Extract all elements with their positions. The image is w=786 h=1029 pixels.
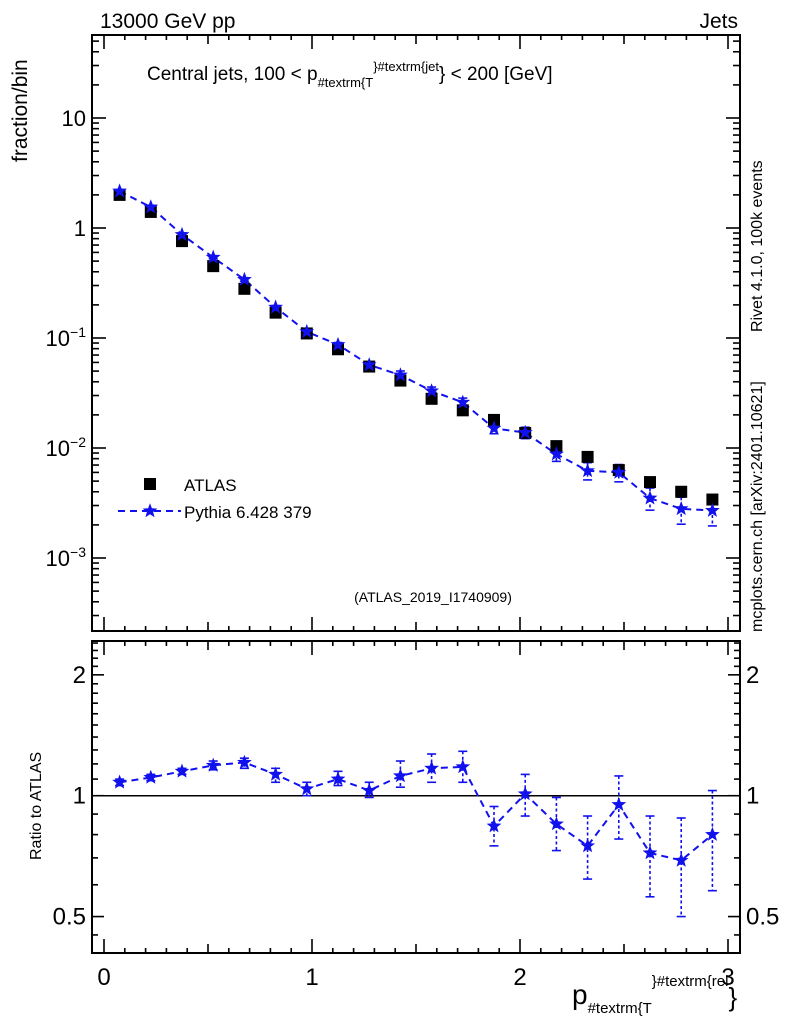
pythia-point-ratio bbox=[330, 771, 346, 786]
main-panel-frame bbox=[91, 34, 741, 632]
atlas-point bbox=[456, 404, 469, 417]
y-tick-label-main: 10−3 bbox=[46, 544, 87, 571]
axis-ticks bbox=[92, 35, 740, 953]
pythia-point-ratio bbox=[455, 759, 471, 774]
pythia-point-main bbox=[174, 226, 190, 241]
y-tick-label-ratio: 1 bbox=[73, 783, 86, 810]
atlas-point bbox=[488, 413, 500, 426]
pythia-point-main bbox=[673, 501, 689, 516]
y-tick-label-main: 1 bbox=[74, 216, 86, 241]
pythia-point-main bbox=[143, 199, 159, 214]
y-tick-label-main: 10−2 bbox=[46, 434, 87, 461]
pythia-point-ratio bbox=[642, 845, 658, 860]
rivet-version-note: Rivet 4.1.0, 100k events bbox=[749, 160, 766, 332]
pythia-point-ratio bbox=[112, 774, 127, 789]
pythia-point-ratio bbox=[424, 760, 439, 775]
pythia-point-ratio bbox=[393, 768, 408, 783]
axis-tick-labels: 0 1 2 3 10 1 10−1 10−2 10−3 0.5 0.5 1 1 2 2 bbox=[46, 106, 780, 991]
x-axis-title: p#textrm{T}#textrm{rel} bbox=[572, 973, 737, 1017]
pythia-point-main bbox=[549, 446, 564, 461]
y-tick-label-ratio: 2 bbox=[73, 662, 86, 689]
pythia-point-ratio bbox=[549, 816, 564, 831]
y-tick-label-main: 10−1 bbox=[46, 324, 87, 351]
pythia-point-ratio bbox=[611, 796, 627, 811]
pythia-point-main bbox=[205, 249, 221, 264]
pythia-point-main bbox=[611, 464, 627, 479]
pythia-point-main bbox=[237, 271, 252, 286]
panel-frames bbox=[91, 34, 741, 954]
pythia-point-ratio bbox=[517, 786, 533, 801]
legend-pythia-label: Pythia 6.428 379 bbox=[184, 503, 312, 522]
y-tick-label-ratio: 0.5 bbox=[746, 904, 779, 931]
atlas-point bbox=[644, 476, 656, 489]
atlas-point bbox=[550, 440, 563, 453]
pythia-point-ratio bbox=[299, 781, 315, 796]
pythia-point-main bbox=[361, 357, 377, 372]
pythia-point-main bbox=[705, 502, 720, 517]
analysis-group-label: Jets bbox=[699, 10, 738, 33]
pythia-point-ratio bbox=[705, 826, 720, 841]
pythia-point-ratio bbox=[580, 838, 595, 853]
legend-pythia-marker bbox=[142, 503, 158, 518]
pythia-point-ratio bbox=[673, 852, 689, 867]
pythia-point-ratio bbox=[486, 818, 502, 833]
pythia-point-main bbox=[393, 367, 408, 382]
atlas-point bbox=[207, 260, 220, 273]
pythia-point-main bbox=[486, 420, 502, 435]
pythia-point-main bbox=[455, 394, 471, 409]
atlas-point bbox=[425, 392, 438, 405]
x-tick-label: 3 bbox=[721, 964, 734, 991]
pythia-point-main bbox=[424, 383, 439, 398]
pythia-line-main bbox=[119, 190, 713, 512]
legend-atlas-label: ATLAS bbox=[184, 476, 237, 495]
y-tick-label-ratio: 0.5 bbox=[53, 904, 86, 931]
atlas-point bbox=[706, 493, 719, 506]
y-tick-label-main: 10 bbox=[62, 106, 86, 131]
ratio-panel-frame bbox=[91, 640, 741, 954]
pythia-point-main bbox=[580, 463, 595, 478]
y-tick-label-ratio: 2 bbox=[746, 662, 759, 689]
pythia-point-ratio bbox=[361, 782, 377, 797]
atlas-point bbox=[238, 282, 251, 295]
panel-title: Central jets, 100 < p#textrm{T}#textrm{j… bbox=[147, 59, 553, 90]
pythia-point-main bbox=[642, 490, 658, 505]
pythia-line-ratio bbox=[119, 761, 714, 862]
pythia-point-ratio bbox=[143, 769, 159, 784]
pythia-point-ratio bbox=[174, 763, 190, 778]
legend: ATLAS Pythia 6.428 379 bbox=[118, 476, 312, 522]
pythia-point-ratio bbox=[205, 757, 221, 772]
y-tick-label-ratio: 1 bbox=[746, 783, 759, 810]
pythia-point-main bbox=[268, 299, 283, 314]
pythia-point-ratio bbox=[237, 754, 252, 769]
pythia-point-main bbox=[299, 323, 315, 339]
atlas-point bbox=[675, 485, 688, 498]
x-tick-label: 1 bbox=[305, 964, 318, 991]
pythia-point-ratio bbox=[268, 766, 283, 781]
x-tick-label: 2 bbox=[513, 964, 526, 991]
pythia-point-main bbox=[517, 424, 533, 439]
beam-energy-label: 13000 GeV pp bbox=[100, 10, 235, 33]
atlas-point bbox=[581, 450, 594, 463]
pythia-point-main bbox=[330, 336, 346, 351]
legend-atlas-marker bbox=[144, 478, 156, 490]
x-tick-label: 0 bbox=[97, 964, 110, 991]
mcplots-arxiv-note: mcplots.cern.ch [arXiv:2401.10621] bbox=[749, 381, 766, 632]
y-axis-title-main: fraction/bin bbox=[9, 59, 32, 162]
pythia-point-main bbox=[112, 183, 127, 198]
y-axis-title-ratio: Ratio to ATLAS bbox=[28, 752, 45, 860]
data-layer bbox=[92, 183, 740, 918]
analysis-id-watermark: (ATLAS_2019_I1740909) bbox=[354, 589, 512, 605]
